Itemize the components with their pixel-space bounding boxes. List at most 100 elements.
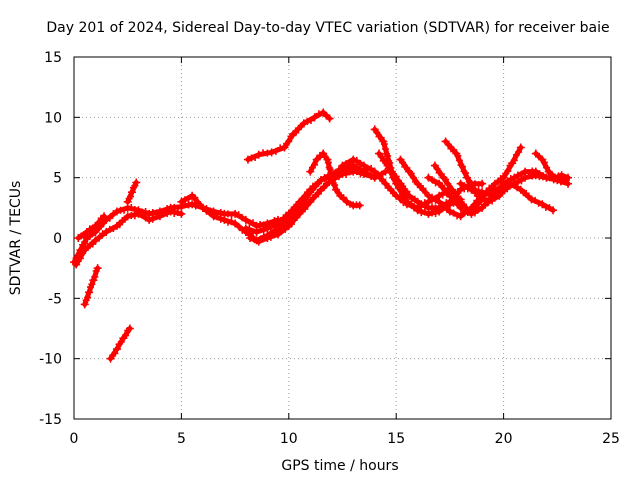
data-point <box>317 185 326 194</box>
data-point <box>452 149 461 158</box>
data-point <box>516 143 525 152</box>
data-point <box>359 161 368 170</box>
data-point-marker <box>185 195 193 203</box>
data-point <box>456 212 465 221</box>
data-point <box>465 207 474 216</box>
data-point-marker <box>458 163 466 171</box>
data-point <box>299 119 308 128</box>
data-point <box>424 173 433 182</box>
data-point-marker <box>367 172 375 180</box>
data-point-marker <box>245 226 253 234</box>
data-point <box>448 185 457 194</box>
data-point-marker <box>396 186 404 194</box>
data-series-arc-6 <box>123 178 141 206</box>
y-tick-label: 15 <box>44 50 62 66</box>
chart-title: Day 201 of 2024, Sidereal Day-to-day VTE… <box>46 20 609 36</box>
data-point <box>243 155 252 164</box>
data-point <box>538 200 547 209</box>
data-point <box>424 209 433 218</box>
data-point-marker <box>455 156 463 164</box>
data-point <box>82 227 91 236</box>
data-point <box>538 155 547 164</box>
data-point <box>557 171 566 180</box>
data-point <box>134 209 143 218</box>
data-point-marker <box>331 181 339 189</box>
data-point-marker <box>543 164 551 172</box>
data-point <box>370 167 379 176</box>
data-point <box>112 221 121 230</box>
data-point-marker <box>301 205 309 213</box>
data-point <box>254 150 263 159</box>
data-point <box>306 167 315 176</box>
data-point-marker <box>272 147 280 155</box>
data-point <box>531 149 540 158</box>
data-point <box>241 215 250 224</box>
data-point <box>405 167 414 176</box>
y-axis-label: SDTVAR / TECUs <box>8 181 24 296</box>
data-point <box>102 227 111 236</box>
data-point <box>310 113 319 122</box>
data-point <box>445 200 454 209</box>
x-tick-label: 5 <box>177 431 186 447</box>
data-point-marker <box>419 185 427 193</box>
data-point-marker <box>138 211 146 219</box>
data-point-marker <box>390 175 398 183</box>
data-point <box>405 191 414 200</box>
y-tick-label: 5 <box>53 171 62 187</box>
data-point <box>327 173 336 182</box>
data-point-marker <box>267 223 275 231</box>
data-point-marker <box>91 273 99 281</box>
data-point-marker <box>462 169 470 177</box>
data-point-marker <box>174 208 182 216</box>
data-point <box>72 260 81 269</box>
data-point-marker <box>441 202 449 210</box>
data-point-marker <box>76 255 84 263</box>
data-point <box>396 155 405 164</box>
data-point-marker <box>515 148 523 156</box>
data-point-marker <box>444 180 452 188</box>
data-point <box>478 179 487 188</box>
data-point-marker <box>278 227 286 235</box>
data-points <box>70 108 573 363</box>
data-point <box>484 197 493 206</box>
data-point <box>166 207 175 216</box>
data-point <box>74 234 83 242</box>
data-point <box>510 179 519 188</box>
data-point <box>89 276 98 285</box>
data-point <box>254 237 263 246</box>
data-point-marker <box>202 207 210 215</box>
data-point <box>127 188 136 197</box>
data-point-marker <box>111 349 119 357</box>
data-point <box>381 179 390 188</box>
data-point <box>323 155 332 164</box>
data-point <box>177 209 186 218</box>
data-point <box>145 215 154 224</box>
data-point <box>306 185 315 194</box>
data-point <box>319 108 328 117</box>
data-point <box>564 173 573 182</box>
data-series-arc-10 <box>243 108 334 164</box>
data-point <box>349 155 358 164</box>
data-point-marker <box>367 164 375 172</box>
data-point <box>527 195 536 204</box>
x-axis-label: GPS time / hours <box>281 458 398 474</box>
data-point-marker <box>522 189 530 197</box>
data-point <box>355 201 364 210</box>
y-tick-label: -10 <box>39 352 62 368</box>
data-point <box>336 191 345 200</box>
data-point <box>119 334 128 343</box>
data-point <box>456 197 465 206</box>
data-point <box>312 155 321 164</box>
data-point <box>435 197 444 206</box>
data-point-marker <box>409 174 417 182</box>
data-point-marker <box>301 193 309 201</box>
data-point-marker <box>387 169 395 177</box>
data-point-marker <box>127 193 135 201</box>
data-point <box>112 207 121 216</box>
data-point <box>188 191 197 200</box>
data-point-marker <box>321 175 329 183</box>
data-point-marker <box>531 196 539 204</box>
data-point <box>467 185 476 194</box>
data-series-arc-9 <box>246 166 368 246</box>
